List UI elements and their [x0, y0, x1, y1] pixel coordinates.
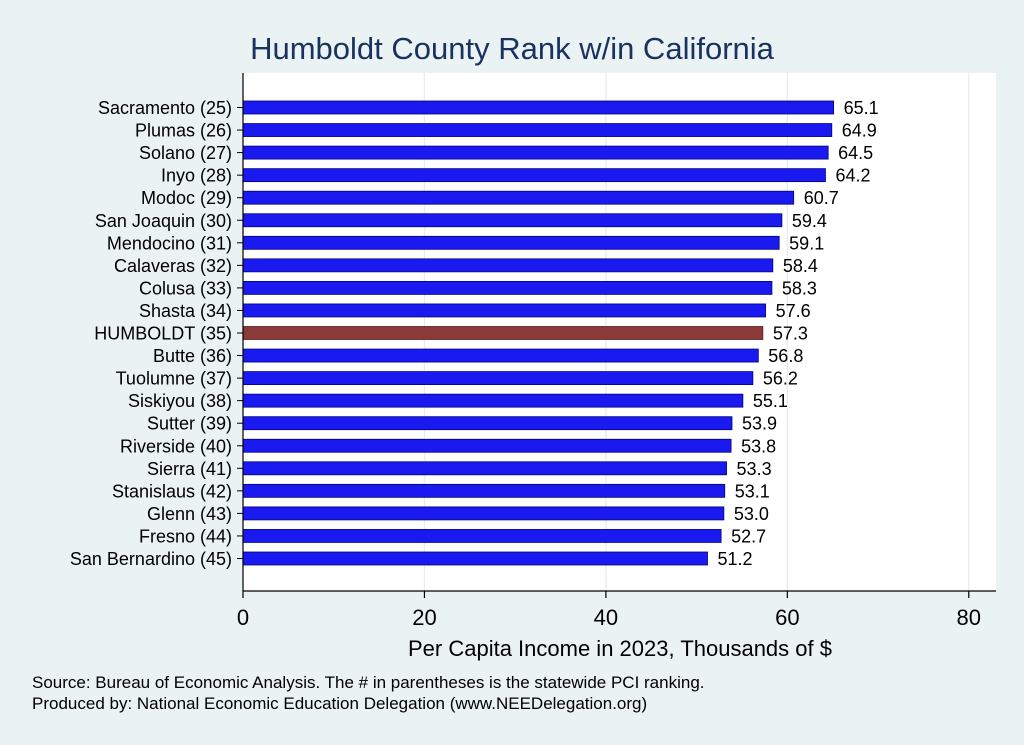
category-label-sacramento-25: Sacramento (25): [98, 98, 232, 118]
value-label-siskiyou-38: 55.1: [753, 391, 788, 411]
value-label-solano-27: 64.5: [838, 143, 873, 163]
x-tick-label-20: 20: [412, 605, 436, 630]
category-label-butte-36: Butte (36): [153, 346, 232, 366]
value-label-sutter-39: 53.9: [742, 414, 777, 434]
bar-riverside-40: [242, 438, 732, 453]
value-label-sacramento-25: 65.1: [844, 98, 879, 118]
category-label-san-bernardino-45: San Bernardino (45): [70, 549, 232, 569]
value-label-modoc-29: 60.7: [804, 188, 839, 208]
category-label-glenn-43: Glenn (43): [147, 504, 232, 524]
value-label-shasta-34: 57.6: [776, 301, 811, 321]
bar-modoc-29: [242, 190, 795, 205]
source-note: Source: Bureau of Economic Analysis. The…: [32, 673, 705, 692]
category-label-san-joaquin-30: San Joaquin (30): [95, 211, 232, 231]
category-label-plumas-26: Plumas (26): [135, 121, 232, 141]
bar-san-bernardino-45: [242, 551, 708, 566]
value-label-san-joaquin-30: 59.4: [792, 211, 827, 231]
category-label-siskiyou-38: Siskiyou (38): [128, 391, 232, 411]
bar-colusa-33: [242, 280, 773, 295]
bar-plumas-26: [242, 123, 833, 137]
category-label-inyo-28: Inyo (28): [161, 166, 232, 186]
bar-solano-27: [242, 145, 829, 160]
value-label-stanislaus-42: 53.1: [735, 481, 770, 501]
bar-mendocino-31: [242, 235, 780, 250]
bar-sierra-41: [242, 461, 727, 476]
category-label-sierra-41: Sierra (41): [147, 459, 232, 479]
bar-glenn-43: [242, 506, 725, 521]
category-label-sutter-39: Sutter (39): [147, 414, 232, 434]
value-label-sierra-41: 53.3: [737, 459, 772, 479]
value-label-glenn-43: 53.0: [734, 504, 769, 524]
x-tick-label-80: 80: [957, 605, 981, 630]
bar-fresno-44: [242, 529, 722, 543]
bar-sutter-39: [242, 416, 733, 431]
value-label-mendocino-31: 59.1: [789, 233, 824, 253]
bar-inyo-28: [242, 168, 826, 183]
x-tick-label-40: 40: [594, 605, 618, 630]
bar-calaveras-32: [242, 258, 774, 273]
value-label-colusa-33: 58.3: [782, 278, 817, 298]
produced-by-note: Produced by: National Economic Education…: [32, 694, 647, 713]
x-tick-label-60: 60: [775, 605, 799, 630]
value-label-butte-36: 56.8: [768, 346, 803, 366]
category-label-riverside-40: Riverside (40): [120, 436, 232, 456]
category-label-mendocino-31: Mendocino (31): [107, 233, 232, 253]
x-tick-label-0: 0: [237, 605, 249, 630]
value-label-plumas-26: 64.9: [842, 121, 877, 141]
value-label-humboldt-35: 57.3: [773, 324, 808, 344]
value-label-riverside-40: 53.8: [741, 436, 776, 456]
bar-humboldt-35: [242, 326, 764, 340]
category-label-stanislaus-42: Stanislaus (42): [112, 481, 232, 501]
value-label-fresno-44: 52.7: [731, 526, 766, 546]
category-label-solano-27: Solano (27): [139, 143, 232, 163]
bars: [242, 100, 835, 566]
x-axis-ticks: 0 20 40 60 80: [237, 591, 981, 630]
bar-sacramento-25: [242, 100, 835, 115]
category-label-shasta-34: Shasta (34): [139, 301, 232, 321]
category-label-fresno-44: Fresno (44): [139, 526, 232, 546]
category-label-modoc-29: Modoc (29): [141, 188, 232, 208]
value-label-inyo-28: 64.2: [835, 166, 870, 186]
bar-shasta-34: [242, 303, 766, 318]
value-label-san-bernardino-45: 51.2: [718, 549, 753, 569]
chart-title: Humboldt County Rank w/in California: [250, 31, 775, 66]
category-label-calaveras-32: Calaveras (32): [114, 256, 232, 276]
bar-siskiyou-38: [242, 393, 744, 408]
category-label-colusa-33: Colusa (33): [139, 278, 232, 298]
bar-san-joaquin-30: [242, 213, 783, 228]
category-label-tuolumne-37: Tuolumne (37): [116, 369, 232, 389]
bar-butte-36: [242, 348, 759, 363]
category-labels: Sacramento (25) Plumas (26)Solano (27) Iny…: [70, 98, 243, 569]
value-label-calaveras-32: 58.4: [783, 256, 818, 276]
value-labels: 65.1 64.964.5 64.260.7 59.459.1 58.458.3 57.6…: [718, 98, 879, 569]
category-label-humboldt-35: HUMBOLDT (35): [94, 324, 232, 344]
value-label-tuolumne-37: 56.2: [763, 369, 798, 389]
bar-tuolumne-37: [242, 371, 754, 386]
x-axis-label: Per Capita Income in 2023, Thousands of …: [408, 636, 832, 661]
bar-stanislaus-42: [242, 483, 726, 498]
